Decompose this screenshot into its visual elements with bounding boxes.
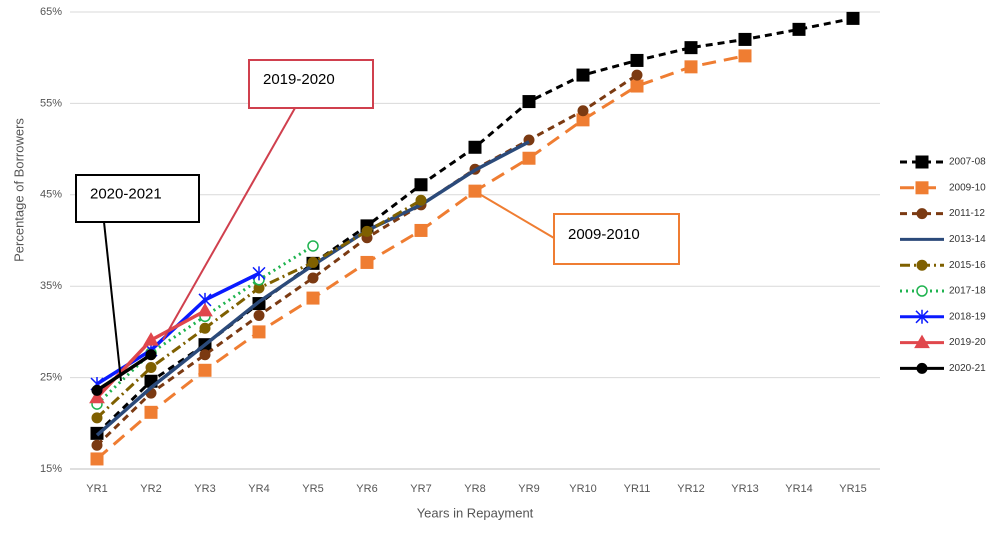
marker	[916, 259, 928, 271]
marker	[684, 41, 698, 55]
marker	[577, 105, 589, 117]
marker	[522, 151, 536, 165]
marker	[468, 140, 482, 154]
y-tick-label: 25%	[40, 372, 62, 384]
marker	[916, 208, 928, 220]
marker	[197, 302, 213, 317]
marker	[738, 32, 752, 46]
legend-label: 2015-16	[949, 260, 986, 271]
marker	[144, 405, 158, 419]
x-tick-label: YR1	[86, 483, 107, 495]
marker	[145, 362, 157, 374]
y-tick-label: 35%	[40, 280, 62, 292]
x-tick-label: YR7	[410, 483, 431, 495]
marker	[145, 349, 157, 361]
marker	[914, 334, 930, 349]
legend-label: 2017-18	[949, 286, 986, 297]
marker	[307, 256, 319, 268]
legend-label: 2013-14	[949, 234, 986, 245]
series-line	[96, 353, 152, 392]
marker	[198, 363, 212, 377]
x-tick-label: YR2	[140, 483, 161, 495]
x-tick-label: YR13	[731, 483, 759, 495]
annotation-leader	[103, 221, 122, 382]
marker	[361, 225, 373, 237]
marker	[792, 22, 806, 36]
marker	[576, 68, 590, 82]
annotation-box	[248, 59, 374, 109]
x-tick-label: YR5	[302, 483, 323, 495]
marker	[91, 384, 103, 396]
marker	[684, 60, 698, 74]
marker	[630, 53, 644, 67]
marker	[915, 309, 929, 324]
x-tick-label: YR14	[785, 483, 813, 495]
x-tick-label: YR8	[464, 483, 485, 495]
x-tick-label: YR15	[839, 483, 867, 495]
y-tick-label: 65%	[40, 6, 62, 18]
marker	[306, 291, 320, 305]
marker	[738, 49, 752, 63]
marker	[915, 155, 929, 169]
marker	[252, 266, 266, 281]
y-tick-label: 55%	[40, 97, 62, 109]
marker	[522, 95, 536, 109]
legend-label: 2019-20	[949, 337, 986, 348]
marker	[414, 223, 428, 237]
annotation-box	[75, 174, 200, 223]
x-axis-label: Years in Repayment	[417, 505, 534, 520]
legend-label: 2018-19	[949, 311, 986, 322]
x-tick-label: YR12	[677, 483, 705, 495]
marker	[307, 272, 319, 284]
legend-label: 2011-12	[949, 208, 985, 219]
annotation-box	[553, 213, 680, 265]
marker	[916, 285, 928, 297]
marker	[90, 452, 104, 466]
legend-label: 2007-08	[949, 157, 986, 168]
marker	[307, 240, 319, 252]
marker	[916, 362, 928, 374]
marker	[414, 178, 428, 192]
marker	[91, 439, 103, 451]
marker	[89, 389, 105, 404]
marker	[468, 184, 482, 198]
annotation-leader	[475, 191, 555, 239]
marker	[252, 325, 266, 339]
marker	[253, 309, 265, 321]
marker	[631, 69, 643, 81]
x-tick-label: YR4	[248, 483, 269, 495]
marker	[846, 11, 860, 25]
marker	[199, 322, 211, 334]
x-tick-label: YR3	[194, 483, 215, 495]
marker	[915, 181, 929, 195]
marker	[199, 349, 211, 361]
annotation-text: 2009-2010	[568, 226, 640, 243]
marker	[415, 194, 427, 206]
legend-label: 2020-21	[949, 363, 986, 374]
y-tick-label: 45%	[40, 189, 62, 201]
x-tick-label: YR9	[518, 483, 539, 495]
legend-label: 2009-10	[949, 182, 986, 193]
y-tick-label: 15%	[40, 463, 62, 475]
annotation-leader	[162, 107, 296, 341]
x-tick-label: YR11	[624, 483, 651, 495]
x-tick-label: YR6	[356, 483, 377, 495]
marker	[630, 79, 644, 93]
x-tick-label: YR10	[569, 483, 597, 495]
marker	[143, 332, 159, 346]
y-axis-label: Percentage of Borrowers	[11, 118, 26, 262]
annotation-text: 2019-2020	[263, 71, 335, 88]
annotation-text: 2020-2021	[90, 185, 162, 202]
marker	[360, 255, 374, 269]
marker	[91, 412, 103, 424]
